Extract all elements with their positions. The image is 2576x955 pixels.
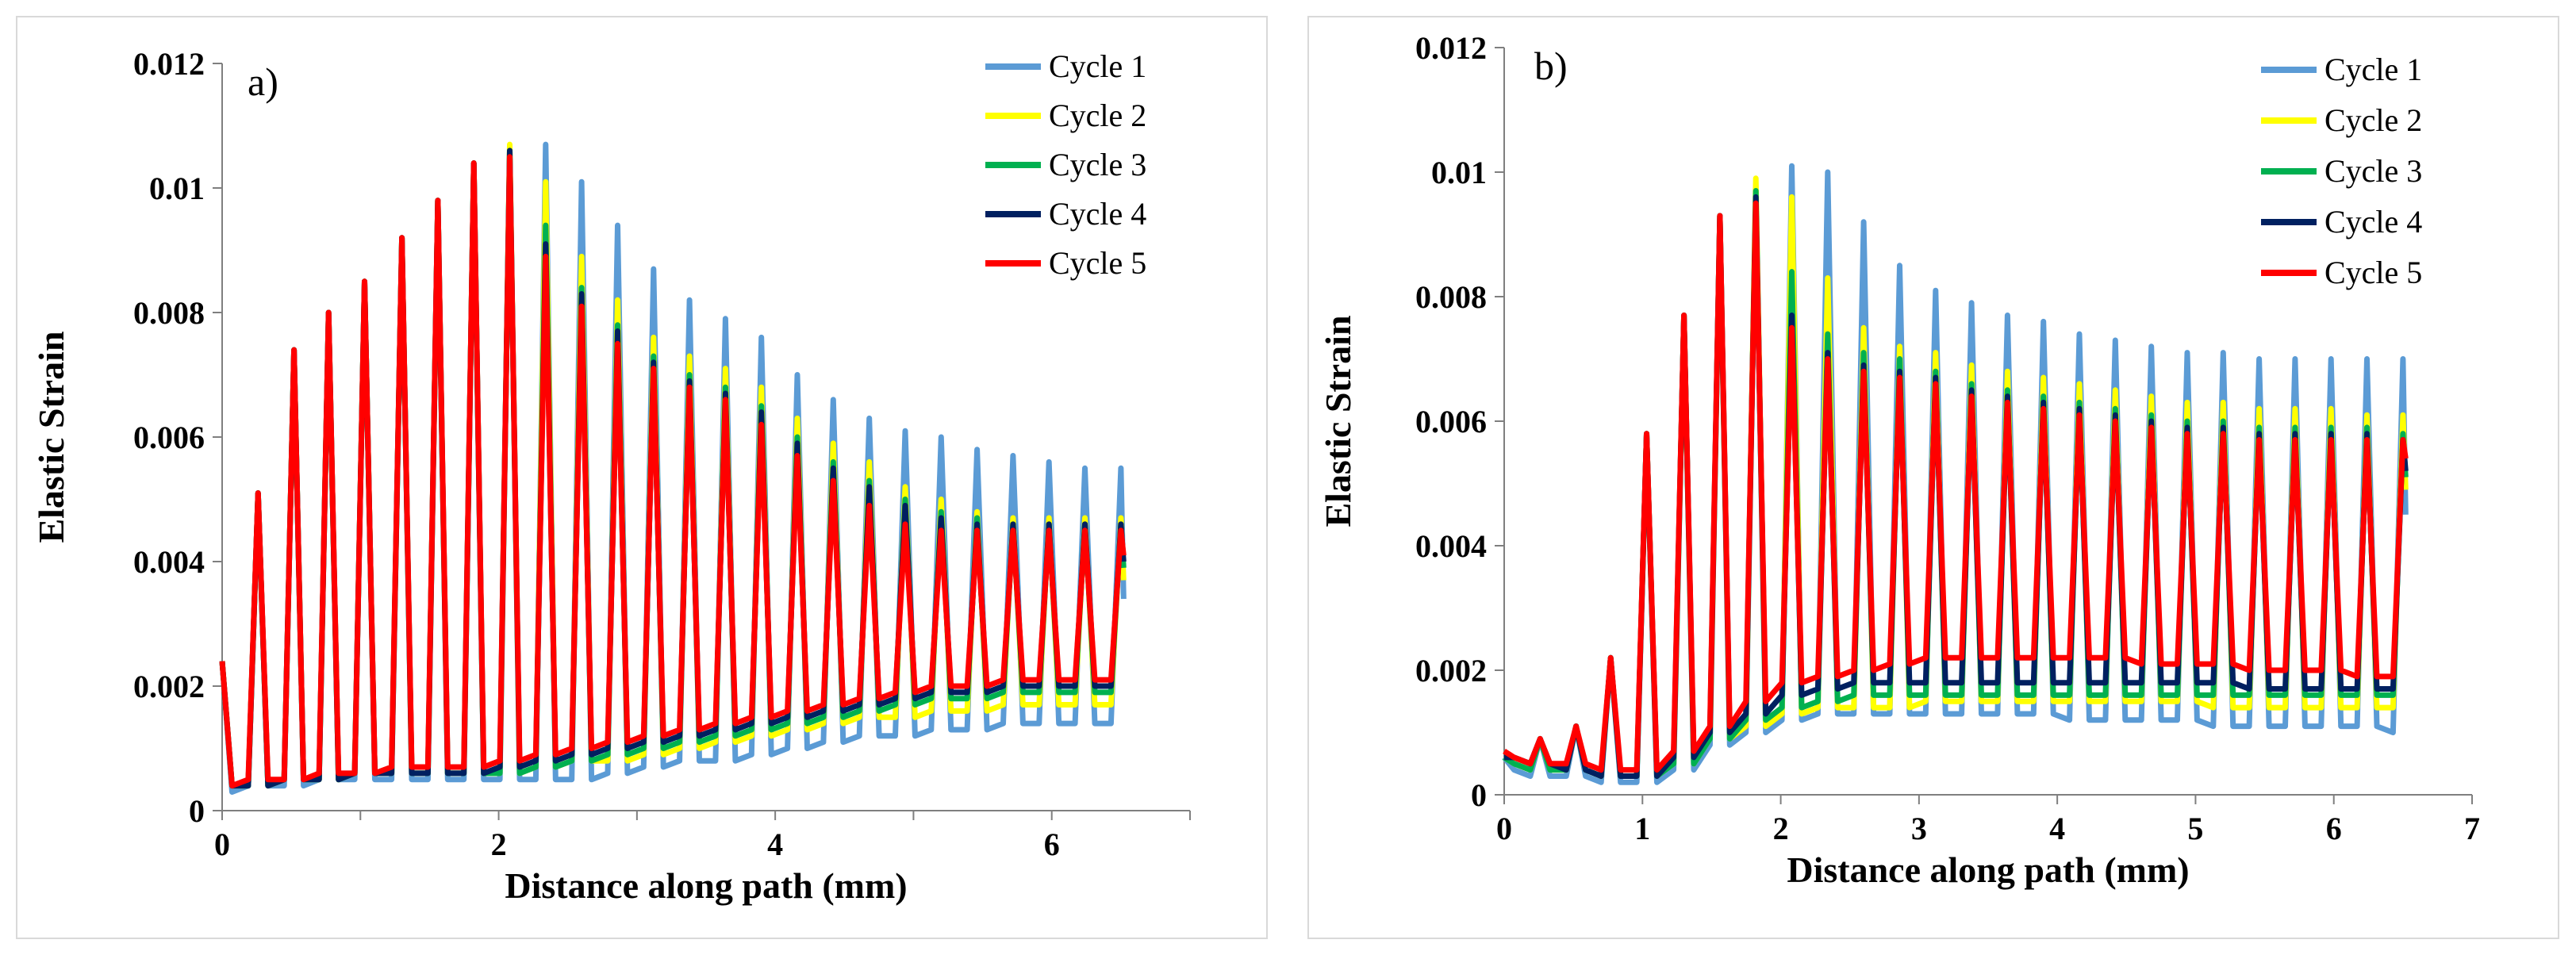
y-tick-label: 0.002 — [1415, 653, 1487, 688]
y-tick-label: 0.008 — [133, 295, 205, 331]
legend-label-2: Cycle 2 — [2325, 102, 2422, 138]
x-tick-label: 4 — [767, 827, 783, 862]
y-tick-label: 0.01 — [149, 171, 205, 206]
legend-label-3: Cycle 3 — [2325, 153, 2422, 189]
x-tick-label: 3 — [1911, 811, 1927, 846]
y-tick-label: 0 — [189, 793, 205, 829]
y-tick-label: 0 — [1471, 777, 1487, 813]
y-tick-label: 0.006 — [133, 420, 205, 455]
x-axis-title: Distance along path (mm) — [505, 865, 907, 906]
x-tick-label: 0 — [1496, 811, 1512, 846]
series-line-5 — [1503, 200, 2409, 773]
legend-label-2: Cycle 2 — [1049, 98, 1146, 133]
chart-panel-b: 0 0.002 0.004 0.006 0.008 0.01 0.012 0 1 2 3 4 5 6 7 Di… — [1307, 16, 2559, 939]
legend-label-4: Cycle 4 — [2325, 204, 2422, 240]
x-axis-title: Distance along path (mm) — [1787, 850, 2189, 890]
y-axis-title: Elastic Strain — [1318, 315, 1358, 527]
chart-b-svg: 0 0.002 0.004 0.006 0.008 0.01 0.012 0 1 2 3 4 5 6 7 Di… — [1318, 30, 2480, 890]
series-line-5 — [219, 154, 1127, 789]
legend-label-3: Cycle 3 — [1049, 147, 1146, 182]
x-tick-label: 5 — [2187, 811, 2203, 846]
y-tick-label: 0.002 — [133, 669, 205, 704]
y-tick-label: 0.004 — [133, 544, 205, 580]
y-axis-title: Elastic Strain — [31, 331, 71, 543]
legend-label-5: Cycle 5 — [1049, 245, 1146, 281]
chart-a-svg: 0 0.002 0.004 0.006 0.008 0.01 0.012 0 2 4 6 Distan… — [31, 46, 1191, 906]
legend-label-4: Cycle 4 — [1049, 196, 1146, 232]
panel-label: a) — [248, 59, 278, 104]
legend-label-1: Cycle 1 — [2325, 52, 2422, 87]
y-tick-label: 0.012 — [1415, 30, 1487, 66]
x-tick-label: 2 — [1773, 811, 1789, 846]
y-tick-label: 0.012 — [133, 46, 205, 82]
x-tick-label: 4 — [2049, 811, 2065, 846]
x-tick-label: 6 — [2326, 811, 2342, 846]
y-tick-label: 0.006 — [1415, 404, 1487, 439]
y-tick-label: 0.008 — [1415, 279, 1487, 315]
y-tick-label: 0.004 — [1415, 528, 1487, 564]
x-tick-label: 2 — [491, 827, 507, 862]
y-tick-label: 0.01 — [1431, 155, 1487, 190]
x-tick-label: 7 — [2464, 811, 2480, 846]
x-tick-label: 0 — [214, 827, 230, 862]
x-tick-label: 6 — [1044, 827, 1060, 862]
legend-label-1: Cycle 1 — [1049, 48, 1146, 84]
x-tick-label: 1 — [1634, 811, 1650, 846]
legend-label-5: Cycle 5 — [2325, 255, 2422, 290]
chart-panel-a: 0 0.002 0.004 0.006 0.008 0.01 0.012 0 2 4 6 Distan… — [16, 16, 1268, 939]
panel-label: b) — [1534, 44, 1568, 88]
